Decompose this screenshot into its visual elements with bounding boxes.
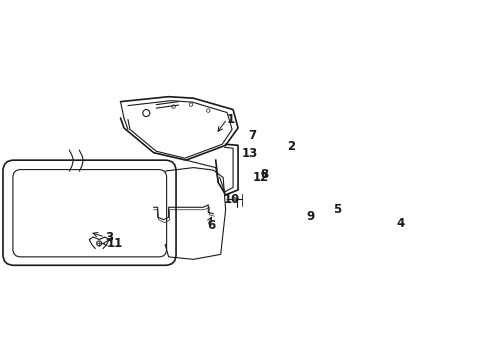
Text: 8: 8: [260, 167, 268, 181]
Text: 9: 9: [306, 210, 314, 223]
Bar: [243, 195, 256, 206]
Bar: [367, 214, 394, 233]
Bar: [283, 167, 297, 176]
Text: 4: 4: [396, 217, 404, 230]
Bar: [381, 216, 387, 224]
Text: 13: 13: [242, 147, 258, 160]
FancyBboxPatch shape: [3, 160, 176, 265]
Text: 5: 5: [333, 203, 341, 216]
Text: 6: 6: [207, 219, 215, 232]
Text: 7: 7: [247, 129, 256, 142]
Text: 3: 3: [105, 230, 113, 243]
Text: 1: 1: [226, 113, 235, 126]
FancyBboxPatch shape: [254, 145, 278, 163]
Bar: [369, 216, 379, 224]
Text: 11: 11: [107, 237, 123, 250]
Text: 2: 2: [286, 140, 294, 153]
Text: 10: 10: [224, 193, 240, 206]
Text: 12: 12: [252, 171, 268, 184]
Bar: [306, 192, 318, 208]
FancyBboxPatch shape: [13, 170, 166, 257]
